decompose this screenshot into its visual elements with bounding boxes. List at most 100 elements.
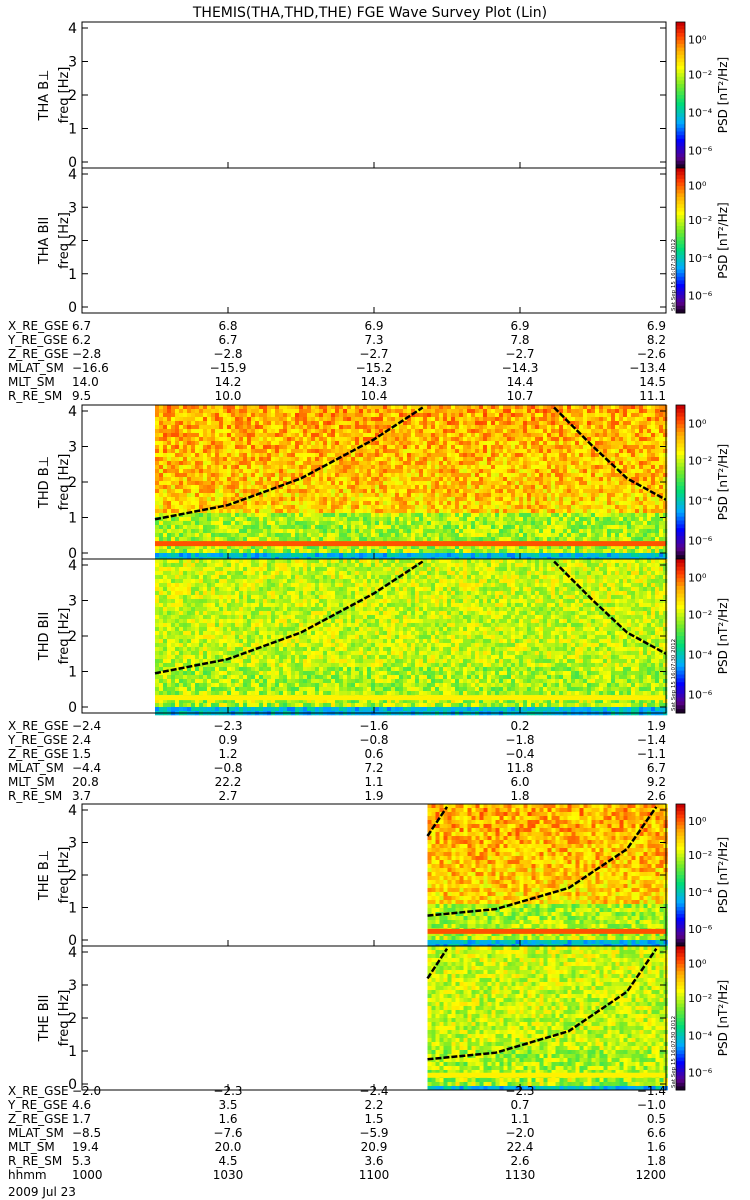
- colorbar-segment: [676, 99, 685, 103]
- heatmap-cell: [511, 533, 515, 537]
- heatmap-cell: [571, 477, 575, 481]
- heatmap-cell: [259, 457, 263, 461]
- heatmap-cell: [207, 497, 211, 501]
- heatmap-cell: [167, 533, 171, 537]
- heatmap-cell: [599, 485, 603, 489]
- heatmap-cell: [195, 405, 199, 409]
- heatmap-cell: [195, 465, 199, 469]
- heatmap-cell: [539, 533, 543, 537]
- heatmap-cell: [351, 441, 355, 445]
- heatmap-cell: [619, 429, 623, 433]
- heatmap-cell: [391, 461, 395, 465]
- heatmap-cell: [307, 537, 311, 541]
- heatmap-cell: [395, 525, 399, 529]
- heatmap-cell: [623, 433, 627, 437]
- heatmap-cell: [315, 537, 319, 541]
- heatmap-cell: [391, 473, 395, 477]
- heatmap-cell: [411, 477, 415, 481]
- heatmap-cell: [479, 465, 483, 469]
- heatmap-cell: [627, 469, 631, 473]
- heatmap-cell: [587, 513, 591, 517]
- heatmap-cell: [619, 449, 623, 453]
- heatmap-cell: [311, 445, 315, 449]
- heatmap-cell: [435, 429, 439, 433]
- heatmap-cell: [255, 501, 259, 505]
- heatmap-cell: [363, 477, 367, 481]
- heatmap-cell: [339, 421, 343, 425]
- heatmap-cell: [515, 549, 519, 553]
- heatmap-cell: [455, 409, 459, 413]
- heatmap-cell: [407, 501, 411, 505]
- heatmap-cell: [371, 465, 375, 469]
- heatmap-cell: [447, 509, 451, 513]
- heatmap-cell: [455, 465, 459, 469]
- heatmap-cell: [191, 417, 195, 421]
- heatmap-cell: [531, 453, 535, 457]
- heatmap-cell: [471, 425, 475, 429]
- heatmap-cell: [403, 477, 407, 481]
- heatmap-cell: [431, 453, 435, 457]
- heatmap-cell: [207, 425, 211, 429]
- heatmap-cell: [431, 465, 435, 469]
- heatmap-cell: [343, 509, 347, 513]
- heatmap-cell: [655, 409, 659, 413]
- heatmap-cell: [191, 429, 195, 433]
- heatmap-cell: [527, 413, 531, 417]
- heatmap-cell: [355, 437, 359, 441]
- heatmap-cell: [559, 521, 563, 525]
- heatmap-cell: [275, 457, 279, 461]
- heatmap-cell: [631, 425, 635, 429]
- heatmap-cell: [531, 513, 535, 517]
- heatmap-cell: [587, 449, 591, 453]
- heatmap-cell: [619, 481, 623, 485]
- heatmap-cell: [579, 509, 583, 513]
- heatmap-cell: [591, 405, 595, 409]
- heatmap-cell: [279, 437, 283, 441]
- heatmap-cell: [659, 441, 663, 445]
- heatmap-cell: [163, 413, 167, 417]
- heatmap-cell: [467, 509, 471, 513]
- heatmap-cell: [567, 481, 571, 485]
- heatmap-cell: [307, 465, 311, 469]
- heatmap-cell: [503, 505, 507, 509]
- heatmap-cell: [163, 461, 167, 465]
- heatmap-cell: [235, 509, 239, 513]
- heatmap-cell: [159, 481, 163, 485]
- heatmap-cell: [615, 429, 619, 433]
- heatmap-cell: [583, 521, 587, 525]
- heatmap-cell: [187, 453, 191, 457]
- heatmap-cell: [479, 549, 483, 553]
- colorbar-segment: [676, 142, 685, 146]
- heatmap-cell: [315, 517, 319, 521]
- heatmap-cell: [259, 409, 263, 413]
- heatmap-cell: [515, 485, 519, 489]
- heatmap-cell: [647, 505, 651, 509]
- heatmap-cell: [635, 461, 639, 465]
- heatmap-cell: [427, 509, 431, 513]
- heatmap-cell: [591, 521, 595, 525]
- heatmap-cell: [275, 481, 279, 485]
- heatmap-cell: [527, 521, 531, 525]
- heatmap-cell: [195, 409, 199, 413]
- heatmap-cell: [555, 469, 559, 473]
- heatmap-cell: [255, 437, 259, 441]
- heatmap-cell: [183, 413, 187, 417]
- heatmap-cell: [635, 525, 639, 529]
- heatmap-cell: [427, 549, 431, 553]
- heatmap-cell: [431, 457, 435, 461]
- heatmap-cell: [523, 481, 527, 485]
- heatmap-cell: [519, 501, 523, 505]
- heatmap-cell: [239, 421, 243, 425]
- heatmap-cell: [543, 437, 547, 441]
- heatmap-cell: [427, 493, 431, 497]
- heatmap-cell: [531, 501, 535, 505]
- heatmap-cell: [415, 477, 419, 481]
- heatmap-cell: [255, 449, 259, 453]
- heatmap-cell: [599, 409, 603, 413]
- heatmap-cell: [419, 525, 423, 529]
- heatmap-cell: [203, 433, 207, 437]
- heatmap-cell: [315, 493, 319, 497]
- heatmap-cell: [319, 553, 323, 557]
- heatmap-cell: [615, 405, 619, 409]
- heatmap-cell: [155, 437, 159, 441]
